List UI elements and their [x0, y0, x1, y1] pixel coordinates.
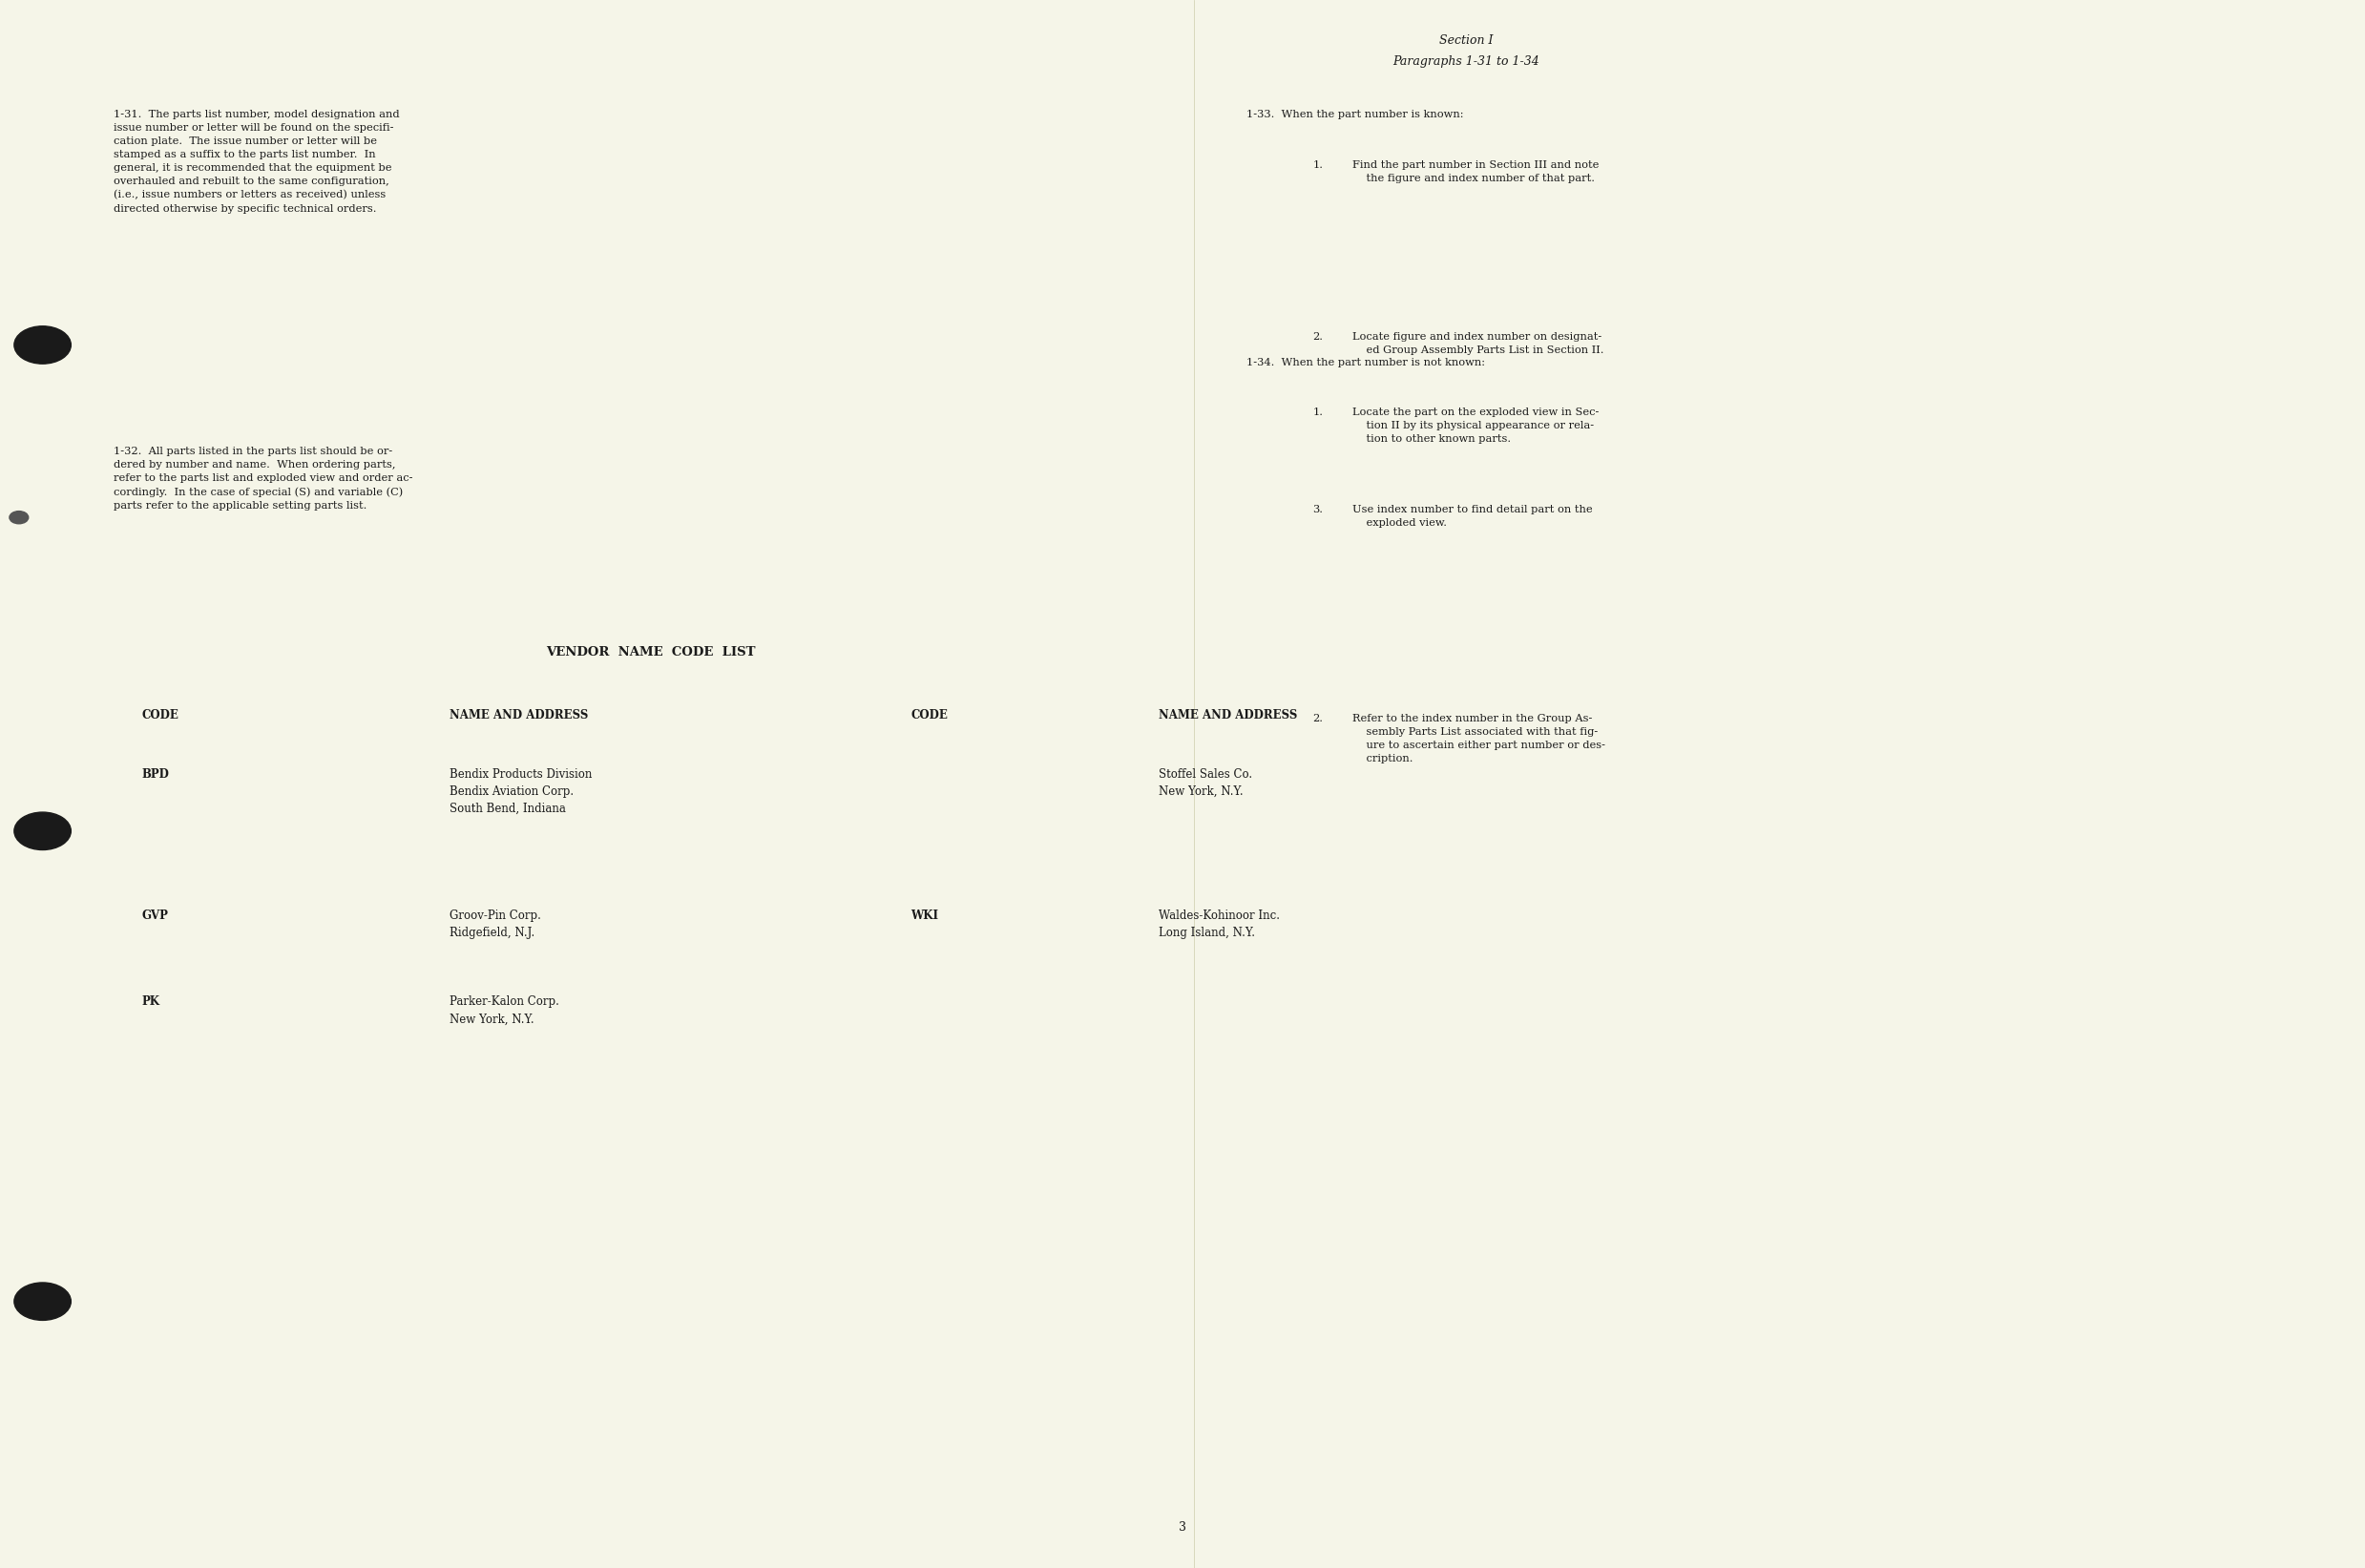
Text: Use index number to find detail part on the
    exploded view.: Use index number to find detail part on … [1353, 505, 1594, 528]
Text: NAME AND ADDRESS: NAME AND ADDRESS [1159, 709, 1298, 721]
Text: 1-31.  The parts list number, model designation and
issue number or letter will : 1-31. The parts list number, model desig… [114, 110, 400, 213]
Text: Section I: Section I [1440, 34, 1492, 47]
Text: Find the part number in Section III and note
    the figure and index number of : Find the part number in Section III and … [1353, 160, 1599, 183]
Text: 3: 3 [1178, 1521, 1187, 1534]
Text: BPD: BPD [142, 768, 170, 781]
Text: 1-32.  All parts listed in the parts list should be or-
dered by number and name: 1-32. All parts listed in the parts list… [114, 447, 414, 511]
Text: VENDOR  NAME  CODE  LIST: VENDOR NAME CODE LIST [546, 646, 754, 659]
Text: GVP: GVP [142, 909, 168, 922]
Text: WKI: WKI [911, 909, 939, 922]
Text: 2.: 2. [1313, 713, 1322, 723]
Text: 1-34.  When the part number is not known:: 1-34. When the part number is not known: [1246, 358, 1485, 367]
Text: Refer to the index number in the Group As-
    sembly Parts List associated with: Refer to the index number in the Group A… [1353, 713, 1606, 764]
Circle shape [14, 326, 71, 364]
Text: 1.: 1. [1313, 160, 1322, 169]
Text: Groov-Pin Corp.
Ridgefield, N.J.: Groov-Pin Corp. Ridgefield, N.J. [449, 909, 542, 939]
Circle shape [14, 812, 71, 850]
Text: Waldes-Kohinoor Inc.
Long Island, N.Y.: Waldes-Kohinoor Inc. Long Island, N.Y. [1159, 909, 1279, 939]
Text: 1.: 1. [1313, 408, 1322, 417]
Circle shape [14, 1283, 71, 1320]
Text: Locate figure and index number on designat-
    ed Group Assembly Parts List in : Locate figure and index number on design… [1353, 332, 1603, 356]
Circle shape [9, 511, 28, 524]
Text: Locate the part on the exploded view in Sec-
    tion II by its physical appeara: Locate the part on the exploded view in … [1353, 408, 1599, 444]
Text: Bendix Products Division
Bendix Aviation Corp.
South Bend, Indiana: Bendix Products Division Bendix Aviation… [449, 768, 591, 815]
Text: CODE: CODE [142, 709, 180, 721]
Text: 1-33.  When the part number is known:: 1-33. When the part number is known: [1246, 110, 1464, 119]
Text: Stoffel Sales Co.
New York, N.Y.: Stoffel Sales Co. New York, N.Y. [1159, 768, 1253, 798]
Text: Paragraphs 1-31 to 1-34: Paragraphs 1-31 to 1-34 [1393, 55, 1540, 67]
Text: PK: PK [142, 996, 161, 1008]
Text: 3.: 3. [1313, 505, 1322, 514]
Text: Parker-Kalon Corp.
New York, N.Y.: Parker-Kalon Corp. New York, N.Y. [449, 996, 558, 1025]
Text: 2.: 2. [1313, 332, 1322, 342]
Text: CODE: CODE [911, 709, 948, 721]
Text: NAME AND ADDRESS: NAME AND ADDRESS [449, 709, 589, 721]
